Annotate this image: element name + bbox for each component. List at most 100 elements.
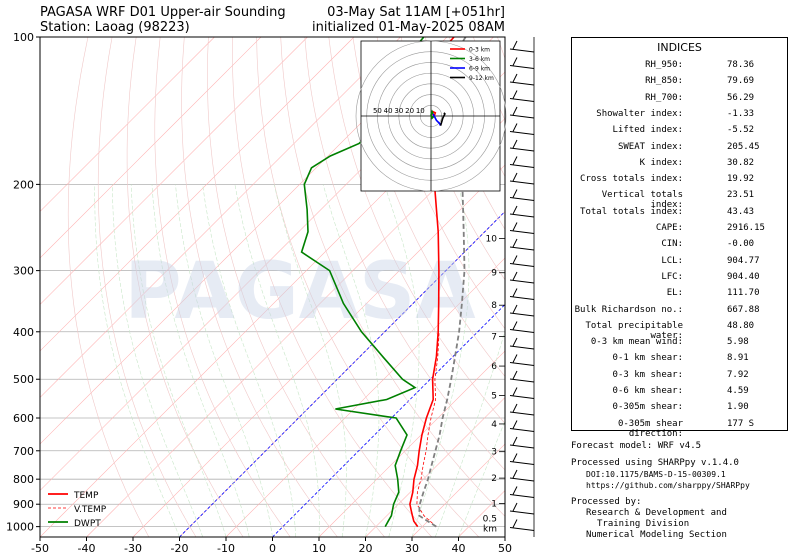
wind-barb (509, 263, 535, 267)
index-row: RH_950: 78.36 (572, 60, 787, 76)
index-row: Bulk Richardson no.: 667.88 (572, 305, 787, 321)
isotherm (40, 37, 215, 212)
index-value: 30.82 (727, 157, 755, 168)
isotherm (411, 443, 505, 537)
wind-barb (509, 444, 535, 449)
processed-using: Processed using SHARPpy v.1.4.0 (571, 458, 739, 468)
y-tick-label: 100 (13, 31, 34, 44)
dry-adiabat (304, 37, 505, 471)
wind-barb-flag (512, 189, 518, 198)
dry-adiabat (207, 37, 385, 537)
wind-barb-flag (512, 156, 518, 165)
wind-barb (509, 230, 535, 234)
index-value: 667.88 (727, 304, 760, 315)
height-label: 3 (491, 448, 497, 458)
index-value: 8.91 (727, 353, 749, 364)
index-value: 2916.15 (727, 223, 765, 233)
wind-barb-flag (512, 304, 518, 314)
index-value: 56.29 (727, 92, 755, 103)
moist-adiabat (94, 184, 180, 537)
x-tick-label: 10 (312, 542, 326, 555)
index-label: Total totals index: (580, 206, 683, 217)
wind-barb (509, 527, 535, 531)
y-tick-label: 300 (13, 265, 34, 278)
forecast-model: Forecast model: WRF v4.5 (571, 441, 702, 451)
footer-credits: Forecast model: WRF v4.5 Processed using… (571, 441, 750, 541)
hodograph-legend-label: 3-6 km (469, 56, 490, 63)
wind-barb-flag (512, 238, 518, 248)
wind-barb-flag (512, 403, 518, 413)
x-tick-label: -30 (124, 542, 142, 555)
wind-barb-flag (512, 486, 518, 495)
index-row: LCL: 904.77 (572, 256, 787, 272)
index-row: Total precipitable water: 48.80 (572, 320, 787, 341)
x-tick-label: -50 (31, 542, 49, 555)
y-tick-label: 800 (13, 473, 34, 486)
series-line-dwpt (300, 37, 425, 527)
index-label: RH_950: (645, 60, 683, 70)
index-value: 1.90 (727, 402, 749, 413)
height-label-km: km (483, 525, 497, 535)
index-row: SWEAT index: 205.45 (572, 142, 787, 158)
org-line-3: Numerical Modeling Section (586, 530, 727, 540)
isotherm (272, 303, 505, 537)
x-tick-label: 20 (359, 542, 373, 555)
wind-barb (509, 180, 535, 185)
isotherm (40, 37, 401, 398)
moist-adiabat (234, 184, 320, 537)
index-label: EL: (666, 288, 683, 299)
index-label: 0-3 km shear: (612, 369, 683, 380)
y-tick-label: 500 (13, 373, 34, 386)
index-row: RH_700: 56.29 (572, 93, 787, 109)
wind-barb-flag (512, 123, 518, 132)
dry-adiabat (154, 37, 291, 537)
index-value: 78.36 (727, 60, 755, 70)
index-label: CIN: (661, 239, 683, 250)
hodograph-legend-label: 0-3 km (469, 47, 490, 54)
org-line-1: Research & Development and (586, 508, 727, 518)
indices-panel: INDICES RH_950: 78.36 RH_850: 79.69 RH_700: 5… (571, 37, 788, 439)
hodograph-ring-label: 50 (373, 107, 382, 115)
wind-barb-flag (512, 502, 518, 512)
index-row: 0-3 km mean wind: 5.98 (572, 337, 787, 353)
wind-barb-flag (512, 271, 518, 281)
index-row: EL: 111.70 (572, 288, 787, 304)
y-tick-label: 700 (13, 445, 34, 458)
hodograph-ring-label: 30 (394, 107, 403, 115)
wind-barb-flag (512, 106, 518, 116)
y-tick-label: 1000 (6, 521, 34, 534)
wind-barb (509, 362, 535, 366)
wind-barb (509, 197, 535, 201)
index-value: 19.92 (727, 174, 755, 185)
wind-barb (509, 48, 535, 53)
index-row: Showalter index: -1.33 (572, 109, 787, 125)
y-tick-label: 600 (13, 412, 34, 425)
index-label: RH_700: (645, 92, 683, 103)
index-value: 111.70 (727, 288, 760, 299)
wind-barb (509, 65, 535, 69)
dry-adiabat (280, 37, 505, 517)
index-value: 904.40 (727, 271, 760, 282)
wind-barb-flag (512, 453, 518, 462)
dry-adiabat (400, 37, 505, 281)
height-label: 8 (491, 301, 497, 311)
index-value: -5.52 (727, 125, 755, 136)
sharppy-link[interactable]: https://github.com/sharppy/SHARPpy (586, 481, 750, 490)
index-label: RH_850: (645, 76, 683, 87)
index-value: 43.43 (727, 206, 755, 217)
height-label: 10 (486, 235, 498, 245)
wind-barb (509, 510, 535, 515)
legend-label: TEMP (73, 491, 99, 501)
moist-adiabat (458, 420, 505, 537)
index-row: LFC: 904.40 (572, 272, 787, 288)
x-tick-label: 40 (452, 542, 466, 555)
wind-barb (509, 411, 535, 416)
index-label: SWEAT index: (617, 141, 683, 152)
index-row: 0-1 km shear: 8.91 (572, 353, 787, 369)
wind-barb-flag (512, 222, 518, 231)
index-value: 48.80 (727, 320, 755, 331)
index-label: 0-1 km shear: (612, 353, 683, 364)
y-tick-label: 200 (13, 178, 34, 191)
moist-adiabat (435, 329, 505, 537)
